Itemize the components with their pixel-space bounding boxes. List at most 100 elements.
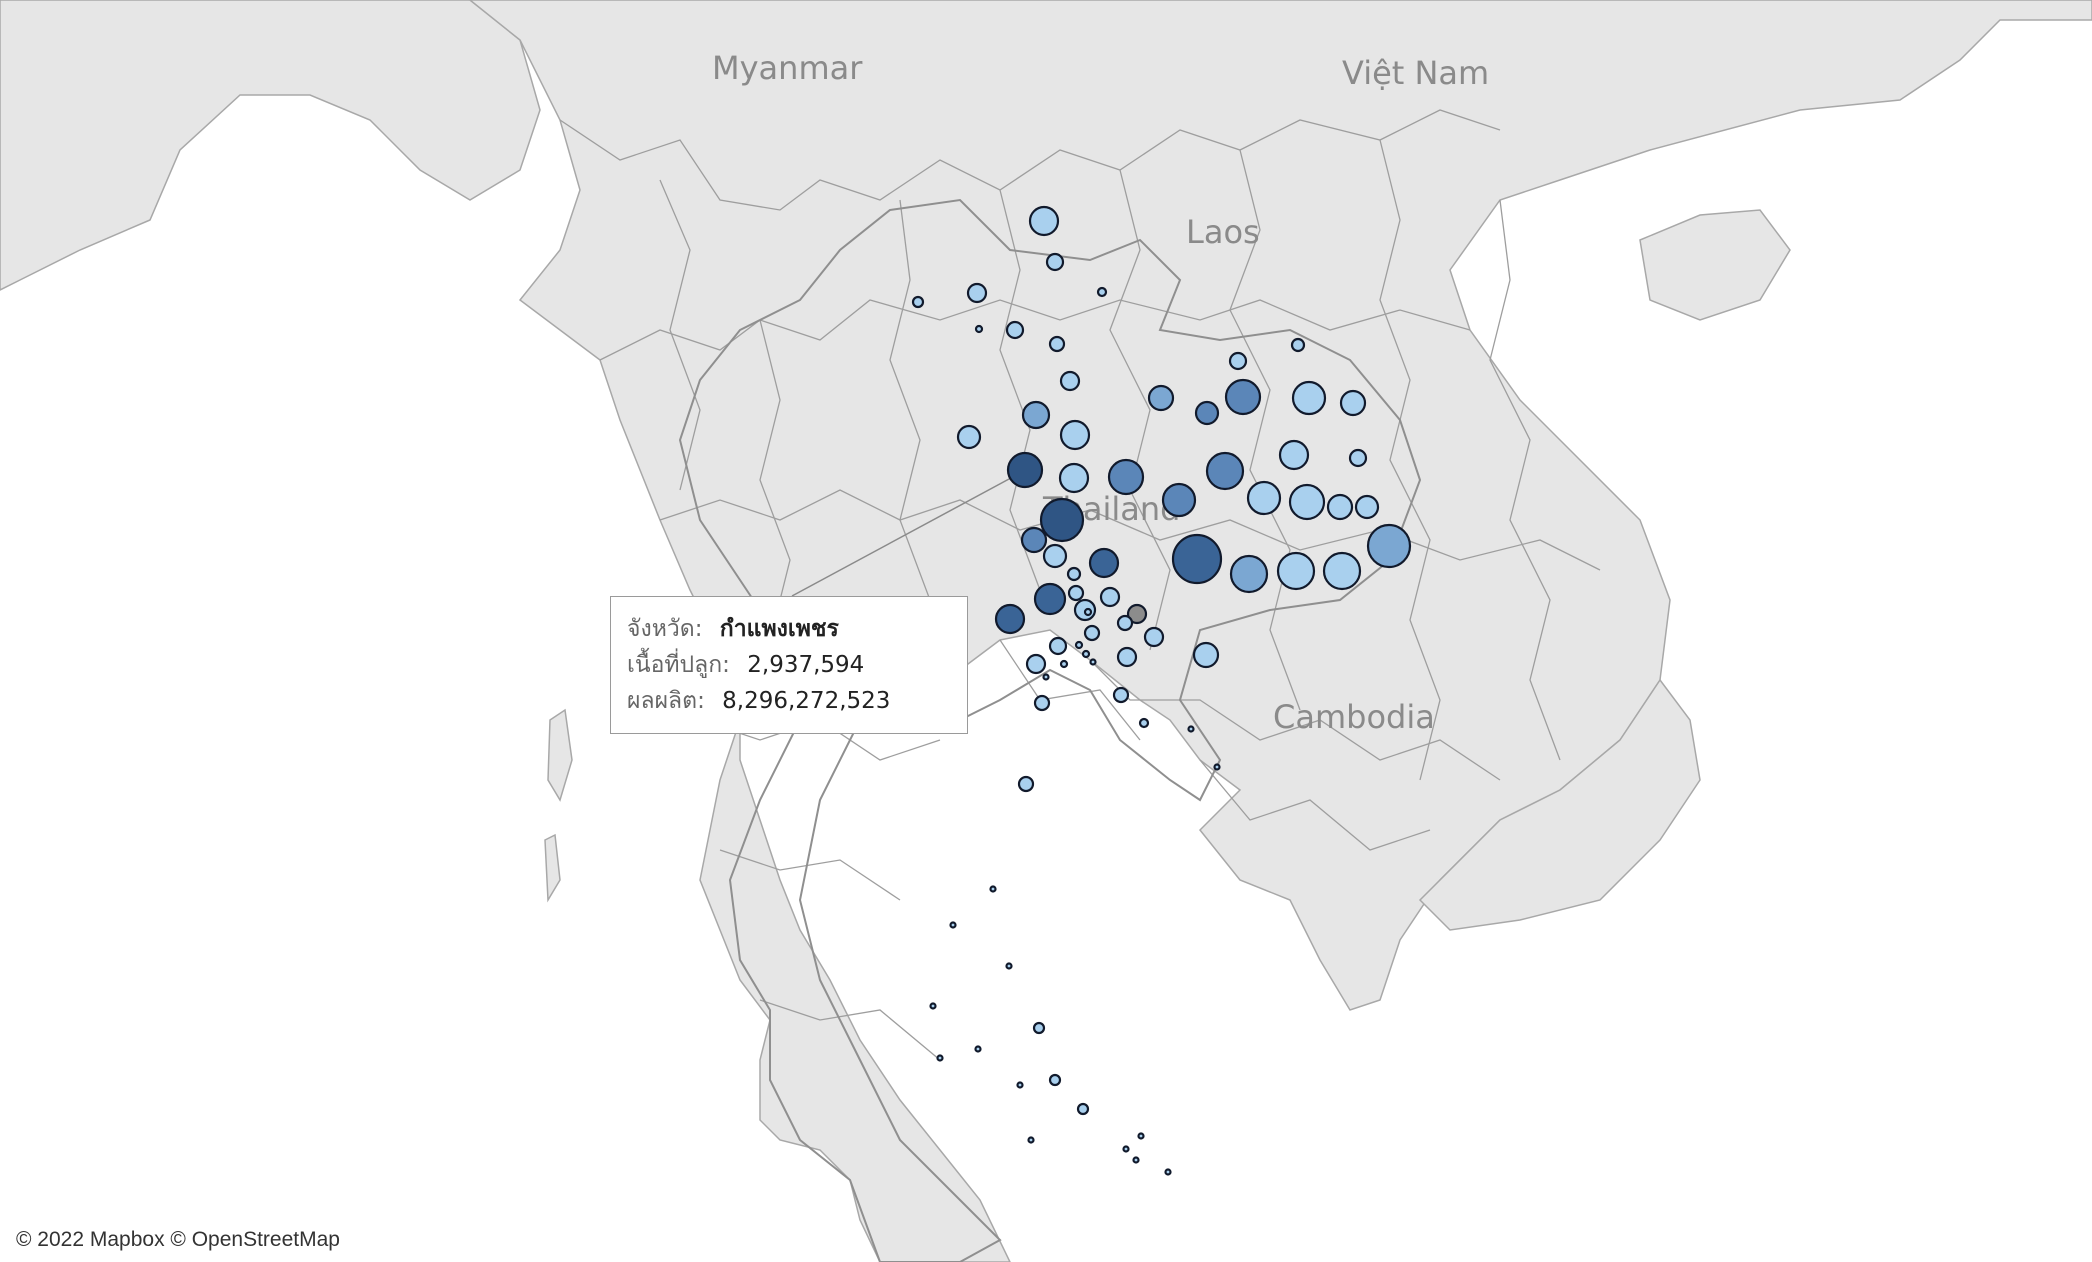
province-bubble[interactable] [1021, 400, 1051, 430]
province-bubble[interactable] [1147, 384, 1175, 412]
province-bubble[interactable] [1194, 400, 1220, 426]
province-bubble[interactable] [1276, 551, 1316, 591]
province-bubble[interactable] [1096, 286, 1108, 298]
province-bubble[interactable] [1048, 636, 1068, 656]
province-bubble[interactable] [1132, 1156, 1140, 1164]
province-bubble[interactable] [1107, 458, 1145, 496]
tooltip-leader-line [791, 471, 1023, 597]
province-bubble[interactable] [1143, 626, 1165, 648]
province-bubble[interactable] [929, 1002, 937, 1010]
province-bubble[interactable] [1028, 205, 1060, 237]
province-bubble[interactable] [1005, 962, 1013, 970]
province-bubbles[interactable] [911, 205, 1412, 1176]
province-bubble[interactable] [994, 603, 1026, 635]
tooltip-row-province: จังหวัด: กำแพงเพชร [627, 611, 951, 647]
province-bubble[interactable] [974, 1045, 982, 1053]
province-bubble[interactable] [974, 324, 984, 334]
province-bubble[interactable] [1339, 389, 1367, 417]
province-bubble[interactable] [1224, 378, 1262, 416]
province-bubble-highlight[interactable] [1126, 603, 1148, 625]
province-bubble[interactable] [1290, 337, 1306, 353]
tooltip-province-value: กำแพงเพชร [719, 616, 839, 642]
island-hainan [1639, 209, 1791, 321]
label-laos: Laos [1186, 213, 1260, 251]
province-bubble[interactable] [1025, 653, 1047, 675]
admin-borders [559, 109, 1601, 1061]
province-bubble[interactable] [1164, 1168, 1172, 1176]
tooltip-production-value: 8,296,272,523 [722, 688, 891, 714]
province-bubble[interactable] [1228, 351, 1248, 371]
province-bubble[interactable] [936, 1054, 944, 1062]
province-bubble-kamphaeng-phet[interactable] [1006, 451, 1044, 489]
province-bubble[interactable] [1083, 607, 1093, 617]
province-bubble[interactable] [1112, 686, 1130, 704]
province-bubble[interactable] [1089, 658, 1097, 666]
province-bubble[interactable] [1288, 483, 1326, 521]
province-bubble[interactable] [1042, 673, 1050, 681]
province-bubble[interactable] [1017, 775, 1035, 793]
province-tooltip: จังหวัด: กำแพงเพชร เนื้อที่ปลูก: 2,937,5… [610, 596, 968, 734]
province-bubble[interactable] [1138, 717, 1150, 729]
province-bubble[interactable] [1322, 551, 1362, 591]
province-bubble[interactable] [1187, 725, 1195, 733]
province-bubble[interactable] [1278, 439, 1310, 471]
province-bubble[interactable] [911, 295, 925, 309]
province-bubble[interactable] [1066, 566, 1082, 582]
label-myanmar: Myanmar [712, 49, 863, 87]
province-bubble[interactable] [989, 885, 997, 893]
province-bubble[interactable] [1083, 624, 1101, 642]
province-bubble[interactable] [1076, 1102, 1090, 1116]
province-bubble[interactable] [1099, 586, 1121, 608]
island-andaman-2 [544, 833, 561, 903]
province-bubble[interactable] [1229, 554, 1269, 594]
province-bubble[interactable] [1354, 494, 1380, 520]
province-bubble[interactable] [966, 282, 988, 304]
province-bubble[interactable] [1045, 252, 1065, 272]
province-bubble[interactable] [956, 424, 982, 450]
province-bubble[interactable] [1032, 1021, 1046, 1035]
province-bubble[interactable] [1048, 335, 1066, 353]
province-bubble[interactable] [1213, 763, 1221, 771]
province-bubble[interactable] [1246, 480, 1282, 516]
province-bubble[interactable] [1137, 1132, 1145, 1140]
province-bubble[interactable] [1081, 649, 1091, 659]
tooltip-area-value: 2,937,594 [747, 652, 865, 678]
island-andaman-1 [547, 708, 573, 802]
province-bubble[interactable] [1005, 320, 1025, 340]
province-bubble[interactable] [1059, 370, 1081, 392]
province-bubble[interactable] [1033, 582, 1067, 616]
province-bubble[interactable] [1067, 584, 1085, 602]
province-bubble[interactable] [1192, 641, 1220, 669]
province-bubble[interactable] [1366, 523, 1412, 569]
tooltip-production-label: ผลผลิต: [627, 688, 705, 714]
province-bubble[interactable] [1116, 614, 1134, 632]
province-bubble[interactable] [1161, 482, 1197, 518]
province-bubble[interactable] [1205, 451, 1245, 491]
province-bubble[interactable] [1033, 694, 1051, 712]
province-bubble[interactable] [1348, 448, 1368, 468]
tooltip-province-label: จังหวัด: [627, 616, 703, 642]
province-bubble[interactable] [1116, 646, 1138, 668]
province-bubble[interactable] [949, 921, 957, 929]
province-bubble[interactable] [1016, 1081, 1024, 1089]
province-bubble[interactable] [1088, 547, 1120, 579]
province-bubble[interactable] [1048, 1073, 1062, 1087]
province-bubble[interactable] [1122, 1145, 1130, 1153]
province-bubble[interactable] [1058, 462, 1090, 494]
province-bubble[interactable] [1059, 659, 1069, 669]
province-bubble[interactable] [1042, 543, 1068, 569]
province-bubble[interactable] [1074, 640, 1084, 650]
province-bubble[interactable] [1039, 497, 1085, 543]
province-bubble[interactable] [1171, 533, 1223, 585]
province-bubble[interactable] [1291, 380, 1327, 416]
province-bubble[interactable] [1027, 1136, 1035, 1144]
province-bubble[interactable] [1020, 526, 1048, 554]
map-attribution[interactable]: © 2022 Mapbox © OpenStreetMap [10, 1226, 346, 1254]
landmass-west [0, 0, 541, 291]
label-cambodia: Cambodia [1273, 698, 1435, 736]
province-bubble[interactable] [1326, 493, 1354, 521]
landmass-southvn [1418, 678, 1701, 931]
province-bubble[interactable] [1059, 419, 1091, 451]
